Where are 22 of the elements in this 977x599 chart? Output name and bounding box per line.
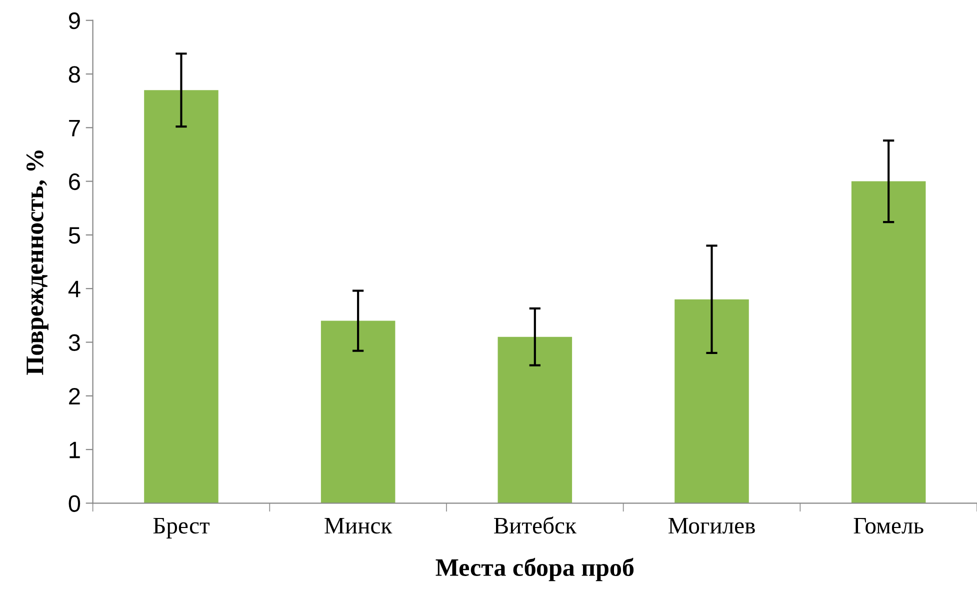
x-axis-title: Места сбора проб	[436, 558, 634, 582]
y-axis-title: Поврежденность, %	[26, 150, 48, 375]
y-tick-label: 3	[68, 334, 80, 352]
y-tick-label: 0	[68, 495, 80, 512]
y-tick-label: 8	[68, 66, 80, 83]
y-tick-label: 2	[69, 388, 80, 404]
x-tick-label: Минск	[324, 518, 392, 534]
y-tick-label: 6	[69, 173, 80, 190]
x-tick-label: Витебск	[494, 516, 577, 534]
x-tick-label: Могилев	[668, 518, 755, 534]
bar	[498, 336, 572, 504]
bar	[851, 181, 926, 504]
x-tick-label: Брест	[153, 518, 210, 538]
bar	[320, 320, 396, 504]
bar	[144, 90, 218, 504]
y-tick-label: 9	[68, 12, 80, 30]
y-tick-label: 1	[70, 442, 80, 458]
y-tick-label: 7	[69, 120, 80, 136]
y-tick-label: 4	[68, 280, 80, 298]
x-tick-label: Гомель	[854, 518, 924, 534]
bar	[674, 299, 749, 504]
y-tick-label: 5	[68, 227, 80, 244]
